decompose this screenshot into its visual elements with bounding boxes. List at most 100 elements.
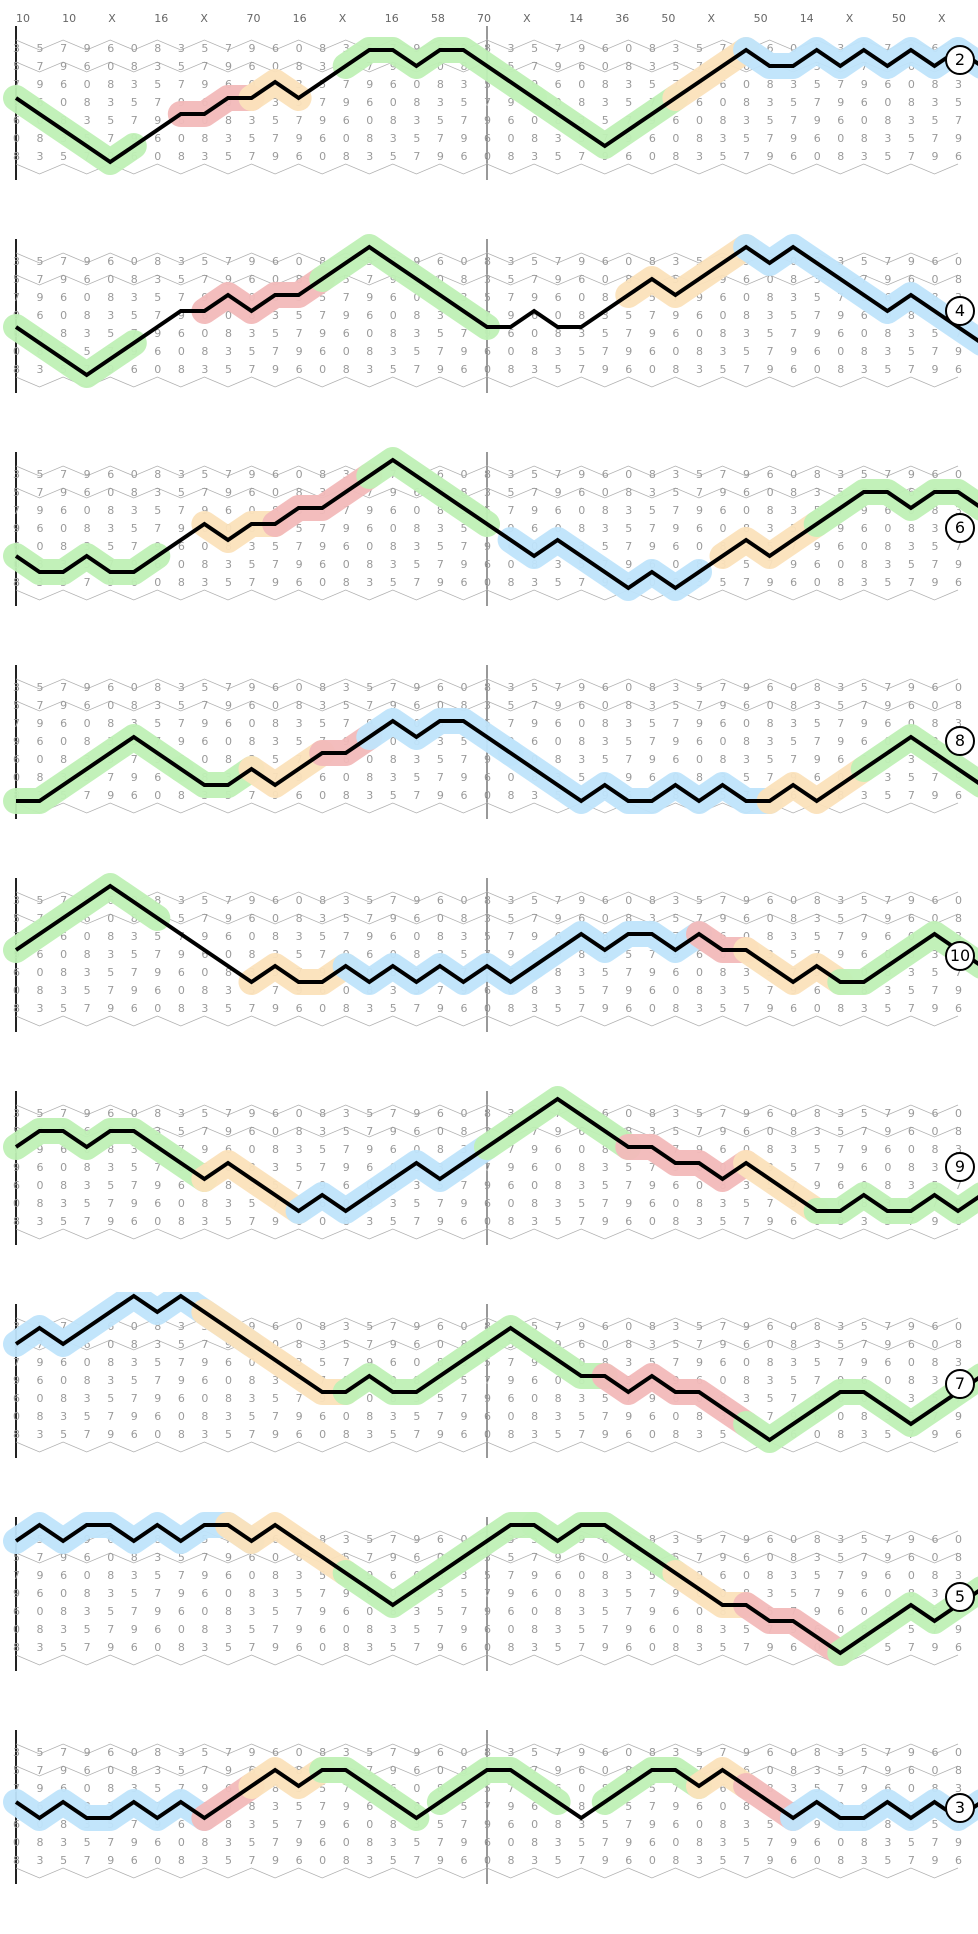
digit-glyph: 8: [672, 150, 679, 163]
digit-glyph: 0: [908, 1356, 915, 1369]
digit-glyph: 8: [249, 1374, 256, 1387]
digit-glyph: 5: [178, 1551, 185, 1564]
digit-glyph: 0: [460, 255, 467, 268]
digit-glyph: 8: [508, 1428, 515, 1441]
digit-glyph: 7: [508, 1143, 515, 1156]
highlight-band: [3, 85, 147, 175]
digit-glyph: 9: [390, 1125, 397, 1138]
digit-glyph: 9: [625, 345, 632, 358]
digit-glyph: 0: [649, 1854, 656, 1867]
digit-glyph: 6: [296, 1641, 303, 1654]
digit-glyph: 0: [790, 468, 797, 481]
digit-glyph: 0: [319, 1641, 326, 1654]
digit-glyph: 9: [225, 1338, 232, 1351]
digit-glyph: 9: [178, 309, 185, 322]
digit-glyph: 9: [931, 789, 938, 802]
digit-glyph: 3: [225, 984, 232, 997]
digit-glyph: 8: [178, 363, 185, 376]
digit-glyph: 7: [555, 1320, 562, 1333]
digit-glyph: 0: [508, 1197, 515, 1210]
digit-glyph: 3: [249, 540, 256, 553]
digit-glyph: 8: [531, 132, 538, 145]
digit-glyph: 3: [225, 345, 232, 358]
digit-glyph: 3: [37, 1428, 44, 1441]
digit-glyph: 9: [649, 1818, 656, 1831]
digit-glyph: 9: [743, 1107, 750, 1120]
digit-glyph: 8: [649, 681, 656, 694]
digit-glyph: 8: [225, 753, 232, 766]
digit-glyph: 3: [649, 912, 656, 925]
digit-glyph: 3: [743, 327, 750, 340]
digit-glyph: 5: [649, 78, 656, 91]
digit-glyph: 3: [84, 1392, 91, 1405]
digit-glyph: 3: [672, 255, 679, 268]
digit-glyph: 3: [437, 735, 444, 748]
digit-glyph: 6: [696, 522, 703, 535]
digit-glyph: 7: [884, 894, 891, 907]
digit-glyph: 0: [884, 96, 891, 109]
digit-glyph: 0: [272, 1125, 279, 1138]
digit-glyph: 9: [743, 894, 750, 907]
digit-glyph: 7: [107, 1410, 114, 1423]
top-label: 10: [16, 14, 30, 25]
digit-glyph: 9: [672, 522, 679, 535]
digit-glyph: 5: [366, 894, 373, 907]
digit-glyph: 8: [201, 132, 208, 145]
digit-glyph: 5: [508, 273, 515, 286]
digit-glyph: 3: [84, 114, 91, 127]
digit-glyph: 5: [531, 894, 538, 907]
digit-glyph: 9: [837, 1587, 844, 1600]
digit-glyph: 9: [555, 699, 562, 712]
digit-glyph: 8: [578, 1800, 585, 1813]
digit-glyph: 9: [37, 1356, 44, 1369]
digit-glyph: 6: [296, 1002, 303, 1015]
digit-glyph: 3: [249, 114, 256, 127]
digit-glyph: 5: [743, 132, 750, 145]
digit-glyph: 9: [508, 309, 515, 322]
digit-glyph: 8: [131, 1764, 138, 1777]
digit-glyph: 0: [649, 1641, 656, 1654]
digit-glyph: 5: [390, 576, 397, 589]
digit-glyph: 0: [625, 1320, 632, 1333]
badge-number: 10: [950, 946, 970, 965]
digit-glyph: 5: [107, 327, 114, 340]
digit-glyph: 7: [508, 930, 515, 943]
digit-glyph: 5: [790, 735, 797, 748]
digit-glyph: 5: [413, 1836, 420, 1849]
digit-glyph: 9: [178, 1374, 185, 1387]
digit-glyph: 5: [531, 468, 538, 481]
digit-glyph: 7: [272, 1410, 279, 1423]
panel-svg: 3579608579608379608359608357608357908357…: [3, 665, 978, 819]
digit-glyph: 6: [272, 1320, 279, 1333]
digit-glyph: 3: [649, 1125, 656, 1138]
digit-glyph: 6: [37, 309, 44, 322]
digit-glyph: 3: [508, 255, 515, 268]
digit-glyph: 6: [84, 1338, 91, 1351]
digit-glyph: 8: [296, 699, 303, 712]
digit-glyph: 5: [602, 540, 609, 553]
digit-glyph: 9: [861, 1143, 868, 1156]
digit-glyph: 8: [484, 894, 491, 907]
digit-glyph: 3: [437, 309, 444, 322]
digit-glyph: 0: [154, 576, 161, 589]
digit-glyph: 8: [508, 150, 515, 163]
digit-glyph: 5: [154, 1356, 161, 1369]
digit-glyph: 9: [249, 255, 256, 268]
digit-glyph: 6: [413, 1125, 420, 1138]
digit-glyph: 0: [790, 1533, 797, 1546]
digit-glyph: 6: [908, 1338, 915, 1351]
digit-glyph: 3: [178, 42, 185, 55]
digit-glyph: 5: [131, 1374, 138, 1387]
digit-glyph: 7: [60, 42, 67, 55]
digit-glyph: 5: [201, 42, 208, 55]
digit-glyph: 6: [413, 486, 420, 499]
digit-glyph: 3: [955, 1356, 962, 1369]
digit-glyph: 6: [625, 150, 632, 163]
digit-glyph: 5: [696, 1533, 703, 1546]
digit-glyph: 3: [84, 1605, 91, 1618]
digit-glyph: 7: [154, 948, 161, 961]
digit-glyph: 3: [861, 789, 868, 802]
digit-glyph: 0: [649, 1428, 656, 1441]
digit-glyph: 8: [531, 1623, 538, 1636]
